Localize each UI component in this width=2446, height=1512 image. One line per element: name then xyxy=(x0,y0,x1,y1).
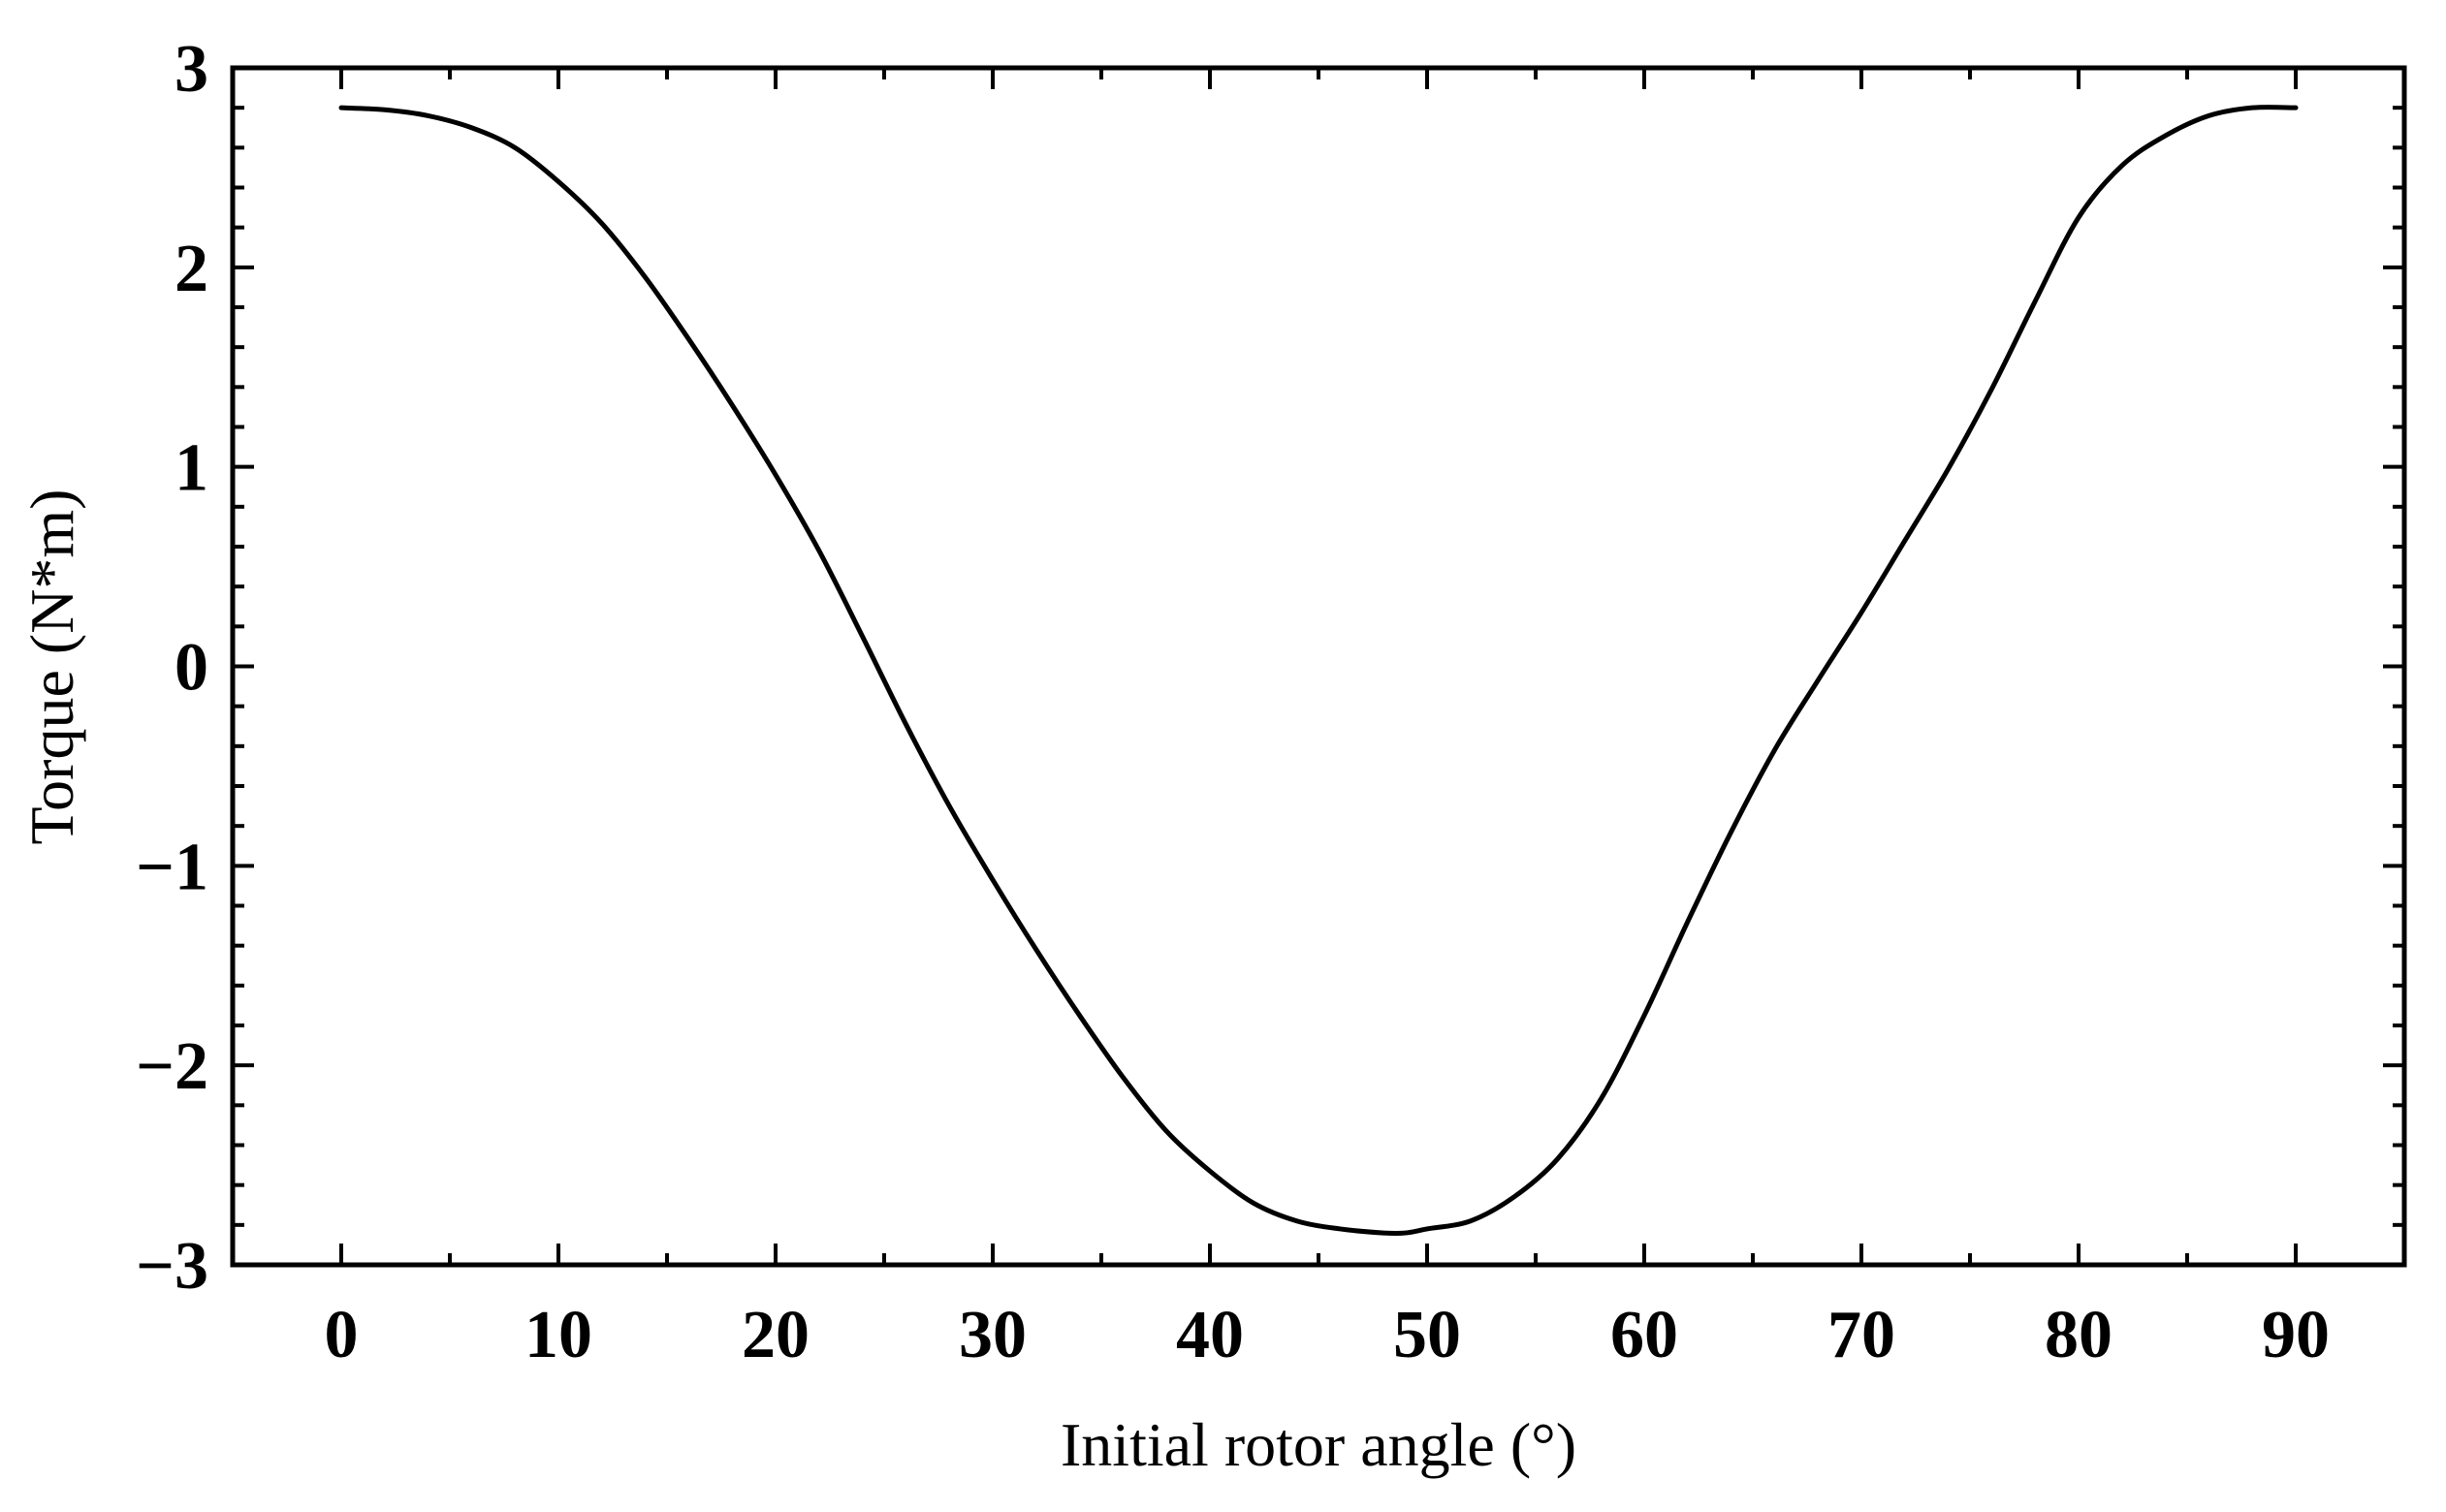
x-tick-label: 0 xyxy=(325,1298,359,1372)
x-tick-label: 80 xyxy=(2045,1298,2112,1372)
y-axis-ticks xyxy=(233,66,2404,1267)
y-tick-label: 3 xyxy=(175,32,208,107)
x-tick-label: 10 xyxy=(524,1298,592,1372)
y-tick-label: 2 xyxy=(175,232,208,306)
x-tick-label: 40 xyxy=(1176,1298,1244,1372)
y-axis-title: Torque (N*m) xyxy=(17,489,86,845)
y-axis-tick-labels: 3 2 1 0 −1 −2 −3 xyxy=(136,32,208,1304)
x-tick-label: 90 xyxy=(2262,1298,2330,1372)
x-axis-tick-labels: 0 10 20 30 40 50 60 70 80 90 xyxy=(325,1298,2331,1372)
x-tick-label: 70 xyxy=(1827,1298,1895,1372)
y-tick-label: 1 xyxy=(175,431,208,506)
x-tick-label: 30 xyxy=(959,1298,1027,1372)
x-axis-title: Initial rotor angle (°) xyxy=(1061,1410,1576,1479)
y-tick-label: −2 xyxy=(136,1029,208,1104)
y-tick-label: −1 xyxy=(136,830,208,904)
x-tick-label: 20 xyxy=(742,1298,810,1372)
torque-series-line xyxy=(338,105,2299,1237)
y-tick-label: 0 xyxy=(175,631,208,706)
x-axis-ticks xyxy=(339,68,2298,1265)
x-tick-label: 60 xyxy=(1610,1298,1678,1372)
plot-frame xyxy=(230,65,2407,1268)
y-tick-label: −3 xyxy=(136,1229,208,1304)
x-tick-label: 50 xyxy=(1393,1298,1461,1372)
